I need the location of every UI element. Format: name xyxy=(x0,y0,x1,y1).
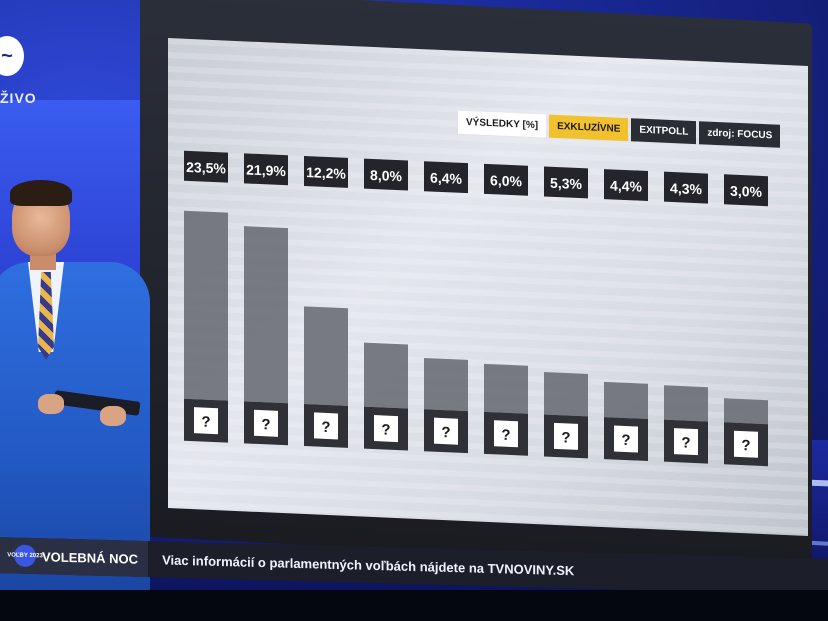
category-box xyxy=(254,409,278,437)
anchor-hand-left xyxy=(38,394,64,414)
category-label: ? xyxy=(561,429,570,446)
bar xyxy=(244,226,288,404)
value-label: 21,9% xyxy=(246,161,286,179)
category-box xyxy=(314,412,338,440)
value-label: 5,3% xyxy=(550,175,582,192)
bar xyxy=(424,358,468,412)
anchor-hand-right xyxy=(100,406,126,426)
category-box xyxy=(434,417,458,445)
category-label: ? xyxy=(621,432,630,449)
category-box xyxy=(554,422,578,450)
bar xyxy=(364,342,408,409)
category-label: ? xyxy=(441,424,450,441)
category-label: ? xyxy=(681,434,690,451)
bar xyxy=(604,381,648,419)
value-label: 4,3% xyxy=(670,180,702,197)
category-label: ? xyxy=(321,419,330,436)
anchor-hair xyxy=(10,180,72,206)
value-label: 6,4% xyxy=(430,169,462,186)
ticker-text: Viac informácií o parlamentných voľbách … xyxy=(162,551,575,578)
value-label-bg xyxy=(664,171,708,204)
category-box xyxy=(194,407,218,435)
category-label: ? xyxy=(741,437,750,454)
value-label: 4,4% xyxy=(610,177,642,194)
category-box xyxy=(674,428,698,456)
bar xyxy=(664,385,708,422)
category-box xyxy=(374,415,398,443)
value-label: 6,0% xyxy=(490,172,522,189)
value-label-bg xyxy=(604,169,648,201)
value-label-bg xyxy=(544,166,588,199)
bar xyxy=(184,210,228,401)
bottom-shadow xyxy=(0,590,828,621)
bar xyxy=(724,398,768,425)
bar xyxy=(484,363,528,414)
value-label-bg xyxy=(364,158,408,191)
bar-chart: 23,5%? 21,9%? 12,2%? 8,0%? 6,4%? 6,0%? 5,3%? 4,… xyxy=(184,150,768,467)
category-label: ? xyxy=(381,421,390,438)
value-label: 8,0% xyxy=(370,167,402,184)
value-label-bg xyxy=(184,150,228,183)
elections-logo-icon: VOĽBY 2023 xyxy=(7,544,43,568)
value-label: 12,2% xyxy=(306,164,346,182)
live-label: ŽIVO xyxy=(0,90,37,106)
bar xyxy=(544,372,588,417)
value-label-bg xyxy=(424,161,468,194)
value-label-bg xyxy=(724,174,768,207)
program-title: VOLEBNÁ NOC xyxy=(42,548,139,567)
chart-panel: VÝSLEDKY [%] EXKLUZÍVNE EXITPOLL zdroj: … xyxy=(168,38,808,536)
bar xyxy=(304,306,348,406)
value-label: 3,0% xyxy=(730,183,762,200)
category-label: ? xyxy=(501,427,510,444)
category-label: ? xyxy=(201,413,210,430)
category-label: ? xyxy=(261,416,270,433)
category-box xyxy=(614,425,638,453)
anchor-tie xyxy=(38,272,54,360)
value-label-bg xyxy=(244,153,288,186)
value-label-bg xyxy=(484,163,528,196)
value-label-bg xyxy=(304,155,348,188)
category-box xyxy=(494,420,518,448)
category-box xyxy=(734,430,758,458)
program-badge: VOĽBY 2023 VOLEBNÁ NOC xyxy=(0,537,149,578)
value-label: 23,5% xyxy=(186,159,226,177)
